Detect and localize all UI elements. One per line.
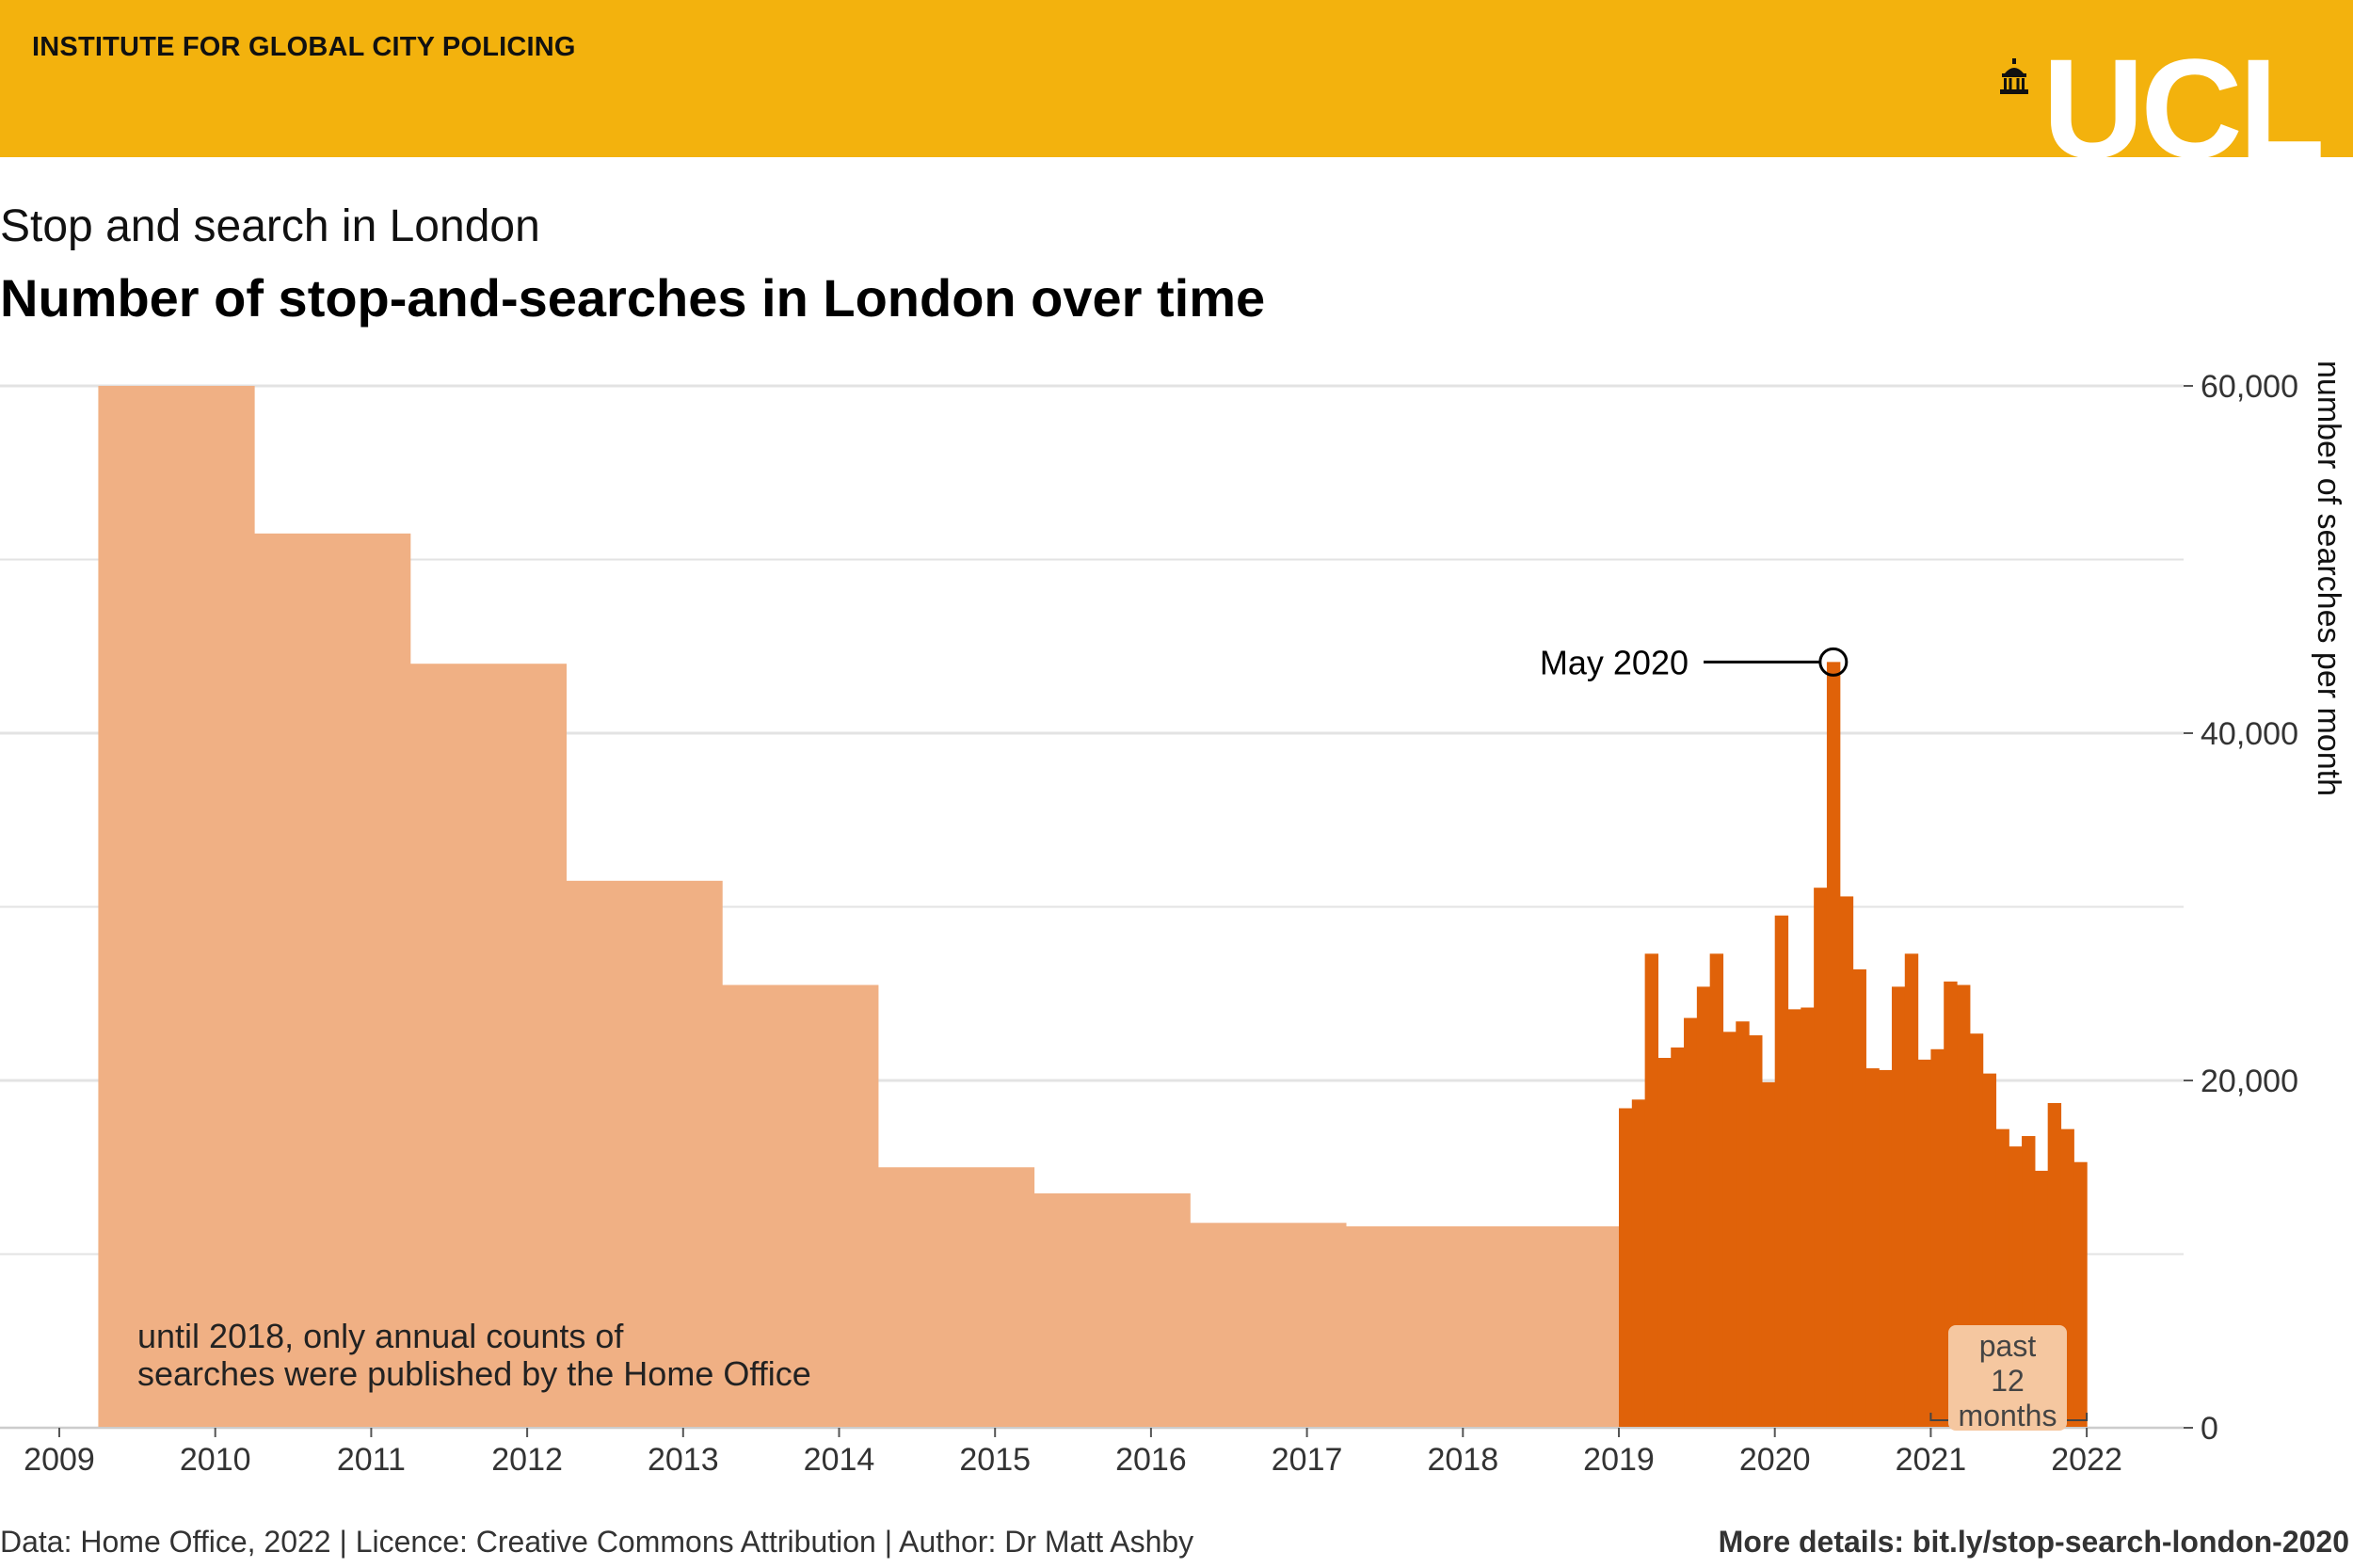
past-badge-line1: past [1978,1329,2037,1363]
monthly-bar [1814,888,1828,1428]
past-badge-line3: months [1958,1399,2057,1432]
y-tick-label: 20,000 [2201,1064,2298,1099]
institute-name: INSTITUTE FOR GLOBAL CITY POLICING [32,32,576,62]
page-subtitle: Stop and search in London [0,201,540,251]
y-tick-label: 60,000 [2201,369,2298,405]
monthly-bar [1696,986,1711,1428]
x-tick-label: 2020 [1739,1442,1811,1478]
monthly-bar [1774,915,1789,1428]
x-tick-label: 2015 [959,1442,1031,1478]
x-tick-label: 2011 [337,1442,406,1478]
x-tick-label: 2014 [804,1442,875,1478]
annual-bar [566,880,723,1428]
monthly-bar [1749,1035,1763,1428]
monthly-bar [1619,1108,1633,1428]
past-badge-line2: 12 [1991,1364,2025,1398]
monthly-bar [1826,662,1841,1428]
monthly-bar [1709,953,1724,1428]
monthly-bar [1644,953,1659,1428]
monthly-bar [1684,1017,1698,1428]
annual-bar [409,664,568,1428]
annual-note-line1: until 2018, only annual counts of [137,1317,624,1355]
annual-bar [722,984,879,1428]
annual-bar [1346,1225,1503,1428]
x-tick-label: 2018 [1427,1442,1498,1478]
monthly-bar [1736,1021,1750,1428]
footer-link[interactable]: More details: bit.ly/stop-search-london-… [1718,1525,2349,1559]
monthly-bar [1852,968,1866,1428]
monthly-bar [1930,1048,1945,1428]
x-tick-label: 2010 [180,1442,251,1478]
monthly-bar [1787,1009,1801,1428]
stop-search-chart: 2009 2010 2011 2012 2013 2014 2015 2016 2017 2018… [0,360,2346,1478]
x-tick-label: 2021 [1896,1442,1967,1478]
monthly-bar [1801,1007,1815,1428]
monthly-bar [1671,1047,1685,1428]
monthly-bar [1761,1081,1776,1428]
monthly-bar [1957,984,1971,1428]
monthly-bar [2073,1161,2088,1428]
monthly-bar [1917,1059,1931,1428]
annual-bar [1033,1192,1191,1428]
ucl-logo: UCL [2042,29,2325,187]
x-tick-label: 2013 [648,1442,719,1478]
monthly-bar [1631,1099,1646,1428]
peak-marker [1818,647,1849,677]
y-tick-label: 0 [2201,1411,2218,1447]
x-tick-label: 2019 [1583,1442,1655,1478]
header-banner [0,0,2353,157]
peak-label: May 2020 [1540,643,1689,681]
x-tick-label: 2022 [2051,1442,2122,1478]
x-tick-label: 2016 [1115,1442,1187,1478]
y-tick-label: 40,000 [2201,716,2298,752]
x-tick-label: 2017 [1272,1442,1343,1478]
monthly-bar [1722,1032,1737,1428]
ucl-portico-icon [2000,58,2028,94]
monthly-bar [1891,986,1906,1428]
annual-bar [877,1167,1035,1428]
x-tick-label: 2012 [491,1442,563,1478]
monthly-bar [1657,1058,1672,1428]
page-title: Number of stop-and-searches in London ov… [0,268,1266,328]
annual-note: until 2018, only annual counts of search… [137,1318,811,1393]
monthly-bar [1865,1068,1880,1428]
footer-credits: Data: Home Office, 2022 | Licence: Creat… [0,1525,1194,1559]
x-tick-label: 2009 [24,1442,95,1478]
annual-bar [254,533,411,1428]
monthly-bar [1904,953,1919,1428]
monthly-bar [1839,896,1854,1428]
past-12-months-badge: past 12 months [1948,1325,2067,1432]
monthly-bar [1879,1069,1893,1428]
y-axis-label: number of searches per month [2311,360,2346,796]
monthly-bar [1944,981,1958,1428]
annual-note-line2: searches were published by the Home Offi… [137,1354,811,1393]
annual-bar [1190,1223,1347,1428]
annual-bar [98,386,255,1428]
